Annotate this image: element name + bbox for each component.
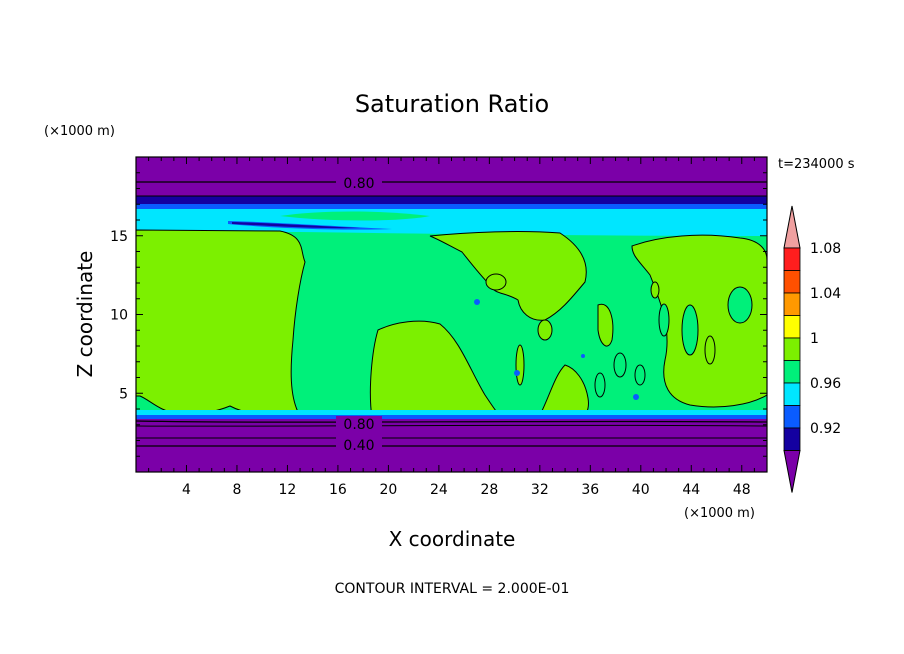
- contour-plot-area: 0.80 0.80 0.40: [135, 156, 768, 473]
- blob-6: [594, 372, 606, 398]
- x-tick-label: 4: [182, 482, 191, 498]
- x-tick-label: 32: [531, 482, 549, 498]
- colorbar-bottom-triangle: [783, 450, 801, 493]
- band-blue-bottom: [136, 415, 767, 420]
- y-axis-label: Z coordinate: [73, 251, 97, 378]
- chart-title: Saturation Ratio: [355, 90, 549, 118]
- blob-1: [727, 286, 753, 324]
- y-tick-label: 10: [110, 308, 128, 324]
- colorbar-label: 0.96: [810, 376, 841, 392]
- x-tick-label: 40: [632, 482, 650, 498]
- colorbar-label: 1.08: [810, 241, 841, 257]
- blob-9: [515, 344, 525, 386]
- contour-label-bottom: 0.40: [343, 438, 374, 454]
- colorbar-top-triangle: [783, 205, 801, 249]
- blue-speck: [474, 299, 480, 305]
- colorbar-segment: [783, 315, 801, 339]
- contour-line-bot-1: [136, 420, 767, 423]
- x-tick-label: 44: [682, 482, 700, 498]
- cyan-layer-detail: [280, 211, 430, 221]
- region-above-1-right: [631, 234, 767, 408]
- blob-11: [704, 335, 716, 365]
- x-tick-label: 8: [232, 482, 241, 498]
- region-above-1-left: [136, 229, 306, 416]
- region-above-1-upper: [429, 231, 587, 321]
- colorbar-segment: [783, 247, 801, 271]
- x-tick-label: 20: [379, 482, 397, 498]
- blob-3: [658, 303, 670, 337]
- cyan-tongue: [136, 224, 767, 236]
- contour-line-bot-2: [136, 424, 767, 427]
- band-blue: [136, 204, 767, 210]
- y-axis-ticks: 5 10 15: [110, 156, 767, 473]
- y-unit-label: (×1000 m): [44, 124, 115, 139]
- x-tick-label: 28: [480, 482, 498, 498]
- blob-7: [485, 273, 507, 291]
- colorbar-segment: [783, 360, 801, 384]
- contour-label-top: 0.80: [343, 176, 374, 192]
- x-axis-ticks: 4 8 12 16 20 24 28 32 36 40 44 48: [135, 157, 768, 498]
- x-unit-label: (×1000 m): [684, 506, 755, 521]
- time-label: t=234000 s: [778, 157, 855, 172]
- y-tick-label: 5: [119, 386, 128, 402]
- region-above-1-mid: [369, 320, 506, 419]
- blob-5: [634, 364, 646, 386]
- contour-line-top-1: [136, 181, 767, 183]
- blue-speck: [514, 370, 520, 376]
- blue-streak: [228, 221, 392, 230]
- colorbar-segment: [783, 270, 801, 294]
- x-tick-label: 48: [733, 482, 751, 498]
- region-above-1-rightlobe: [597, 303, 614, 347]
- colorbar-segment: [783, 292, 801, 316]
- colorbar-segment: [783, 427, 801, 451]
- colorbar-segment: [783, 382, 801, 406]
- blob-2: [681, 304, 699, 356]
- contour-interval-footer: CONTOUR INTERVAL = 2.000E-01: [335, 581, 570, 597]
- y-tick-label: 15: [110, 229, 128, 245]
- contour-label-mid: 0.80: [343, 417, 374, 433]
- x-axis-label: X coordinate: [389, 527, 516, 551]
- x-tick-label: 36: [581, 482, 599, 498]
- blue-speck: [633, 394, 639, 400]
- x-tick-label: 16: [329, 482, 347, 498]
- band-dark-blue: [136, 196, 767, 204]
- colorbar-segment: [783, 337, 801, 361]
- colorbar-label: 1: [810, 331, 819, 347]
- darkblue-streak: [232, 222, 360, 229]
- blob-4: [613, 352, 627, 378]
- colorbar-segment: [783, 405, 801, 429]
- colorbar-label: 0.92: [810, 421, 841, 437]
- blob-8: [537, 319, 553, 341]
- x-tick-label: 12: [279, 482, 297, 498]
- x-tick-label: 24: [430, 482, 448, 498]
- colorbar: 0.92 0.96 1 1.04 1.08: [783, 205, 841, 493]
- blob-10: [650, 281, 660, 299]
- colorbar-label: 1.04: [810, 286, 841, 302]
- blue-speck: [581, 354, 585, 358]
